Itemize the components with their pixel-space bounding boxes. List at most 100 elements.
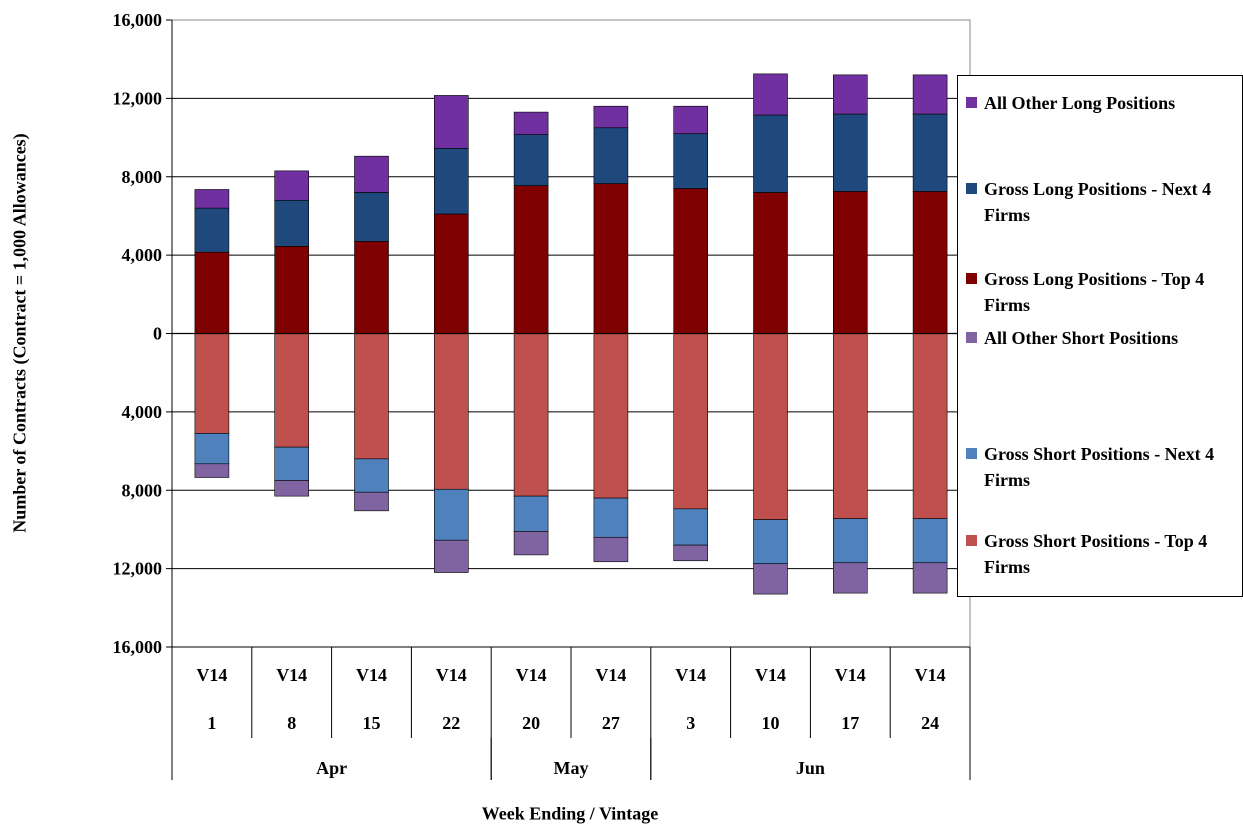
x-tick-label-vintage: V14	[835, 665, 866, 685]
legend-label: All Other Long Positions	[984, 93, 1176, 113]
x-tick-label-vintage: V14	[595, 665, 626, 685]
bar-segment	[433, 148, 469, 215]
bar-segment	[194, 189, 230, 209]
bar-segment	[513, 134, 549, 186]
x-axis-label: Week Ending / Vintage	[481, 803, 659, 824]
bar-segment	[274, 333, 310, 448]
bar-segment	[354, 241, 389, 334]
y-tick-label: 12,000	[113, 88, 163, 108]
bar-segment	[832, 562, 868, 594]
legend-item-gross-long-top4: Gross Long Positions - Top 4 Firms	[966, 266, 1239, 318]
legend-item-gross-long-next4: Gross Long Positions - Next 4 Firms	[966, 176, 1239, 228]
bar-segment	[832, 518, 868, 564]
bar-segment	[354, 155, 389, 193]
bar-segment	[673, 508, 709, 546]
bar-segment	[673, 105, 709, 134]
bar-segment	[354, 491, 389, 512]
bar-segment	[593, 536, 629, 563]
legend-label: Gross Long Positions - Next 4 Firms	[984, 179, 1212, 225]
bar-segment	[274, 480, 310, 497]
bar-segment	[753, 563, 788, 595]
bar-segment	[673, 188, 709, 334]
y-tick-label: 8,000	[122, 167, 163, 187]
x-tick-label-vintage: V14	[516, 665, 547, 685]
x-tick-label-vintage: V14	[276, 665, 307, 685]
bar-segment	[753, 192, 788, 334]
legend-label: Gross Long Positions - Top 4 Firms	[984, 269, 1205, 315]
bar-segment	[593, 183, 629, 334]
legend-item-all-other-short: All Other Short Positions	[966, 325, 1239, 351]
x-group-label-month: May	[554, 758, 589, 778]
y-tick-label: 0	[153, 324, 162, 344]
x-tick-label-day: 15	[363, 713, 381, 733]
legend-swatch	[966, 332, 977, 343]
bar-segment	[513, 495, 549, 532]
bar-segment	[354, 192, 389, 242]
legend-item-gross-short-top4: Gross Short Positions - Top 4 Firms	[966, 528, 1239, 580]
bar-segment	[274, 246, 310, 334]
x-group-label-month: Apr	[316, 758, 347, 778]
bar-segment	[593, 127, 629, 184]
legend-label: All Other Short Positions	[984, 328, 1179, 348]
x-tick-label-day: 27	[602, 713, 620, 733]
x-tick-label-vintage: V14	[755, 665, 786, 685]
bar-segment	[593, 333, 629, 499]
bar-segment	[593, 105, 629, 129]
bar-segment	[433, 333, 469, 490]
bar-segment	[673, 333, 709, 510]
x-tick-label-day: 24	[921, 713, 939, 733]
bar-segment	[912, 74, 948, 115]
bars	[194, 73, 948, 595]
y-axis-label: Number of Contracts (Contract = 1,000 Al…	[9, 133, 30, 533]
bar-segment	[194, 463, 230, 478]
x-tick-label-day: 20	[522, 713, 540, 733]
bar-segment	[673, 544, 709, 562]
bar-segment	[753, 519, 788, 565]
x-tick-label-vintage: V14	[436, 665, 467, 685]
bar-segment	[912, 113, 948, 192]
y-tick-label: 4,000	[122, 245, 163, 265]
legend-label: Gross Short Positions - Next 4 Firms	[984, 444, 1215, 490]
bar-segment	[753, 114, 788, 193]
bar-segment	[513, 333, 549, 497]
legend-swatch	[966, 448, 977, 459]
axes: 16,000 12,000 8,000 4,000 0 4,000 8,000 12,000 1…	[113, 10, 971, 780]
bar-segment	[433, 213, 469, 334]
bar-segment	[354, 333, 389, 460]
bar-segment	[832, 113, 868, 192]
y-tick-label: 8,000	[122, 480, 163, 500]
bar-segment	[354, 458, 389, 493]
bar-segment	[912, 562, 948, 594]
legend-label: Gross Short Positions - Top 4 Firms	[984, 531, 1208, 577]
legend: All Other Long Positions Gross Long Posi…	[957, 75, 1243, 597]
bar-segment	[274, 446, 310, 481]
bar-segment	[753, 73, 788, 116]
legend-swatch	[966, 535, 977, 546]
legend-swatch	[966, 183, 977, 194]
bar-segment	[433, 488, 469, 541]
bar-segment	[832, 191, 868, 334]
x-tick-label-day: 1	[207, 713, 216, 733]
bar-segment	[673, 133, 709, 189]
x-tick-label-vintage: V14	[356, 665, 387, 685]
bar-segment	[912, 333, 948, 519]
bar-segment	[753, 333, 788, 520]
x-tick-label-vintage: V14	[196, 665, 227, 685]
bar-segment	[194, 207, 230, 253]
bar-segment	[593, 497, 629, 538]
bar-segment	[832, 74, 868, 115]
bar-segment	[194, 333, 230, 434]
legend-swatch	[966, 97, 977, 108]
bar-segment	[274, 199, 310, 247]
x-tick-label-day: 17	[841, 713, 859, 733]
x-tick-label-day: 10	[762, 713, 780, 733]
y-tick-label: 16,000	[113, 637, 163, 657]
x-group-label-month: Jun	[796, 758, 825, 778]
bar-segment	[274, 170, 310, 201]
bar-segment	[513, 111, 549, 135]
bar-segment	[912, 191, 948, 334]
bar-segment	[433, 539, 469, 573]
legend-swatch	[966, 273, 977, 284]
y-tick-label: 4,000	[122, 402, 163, 422]
